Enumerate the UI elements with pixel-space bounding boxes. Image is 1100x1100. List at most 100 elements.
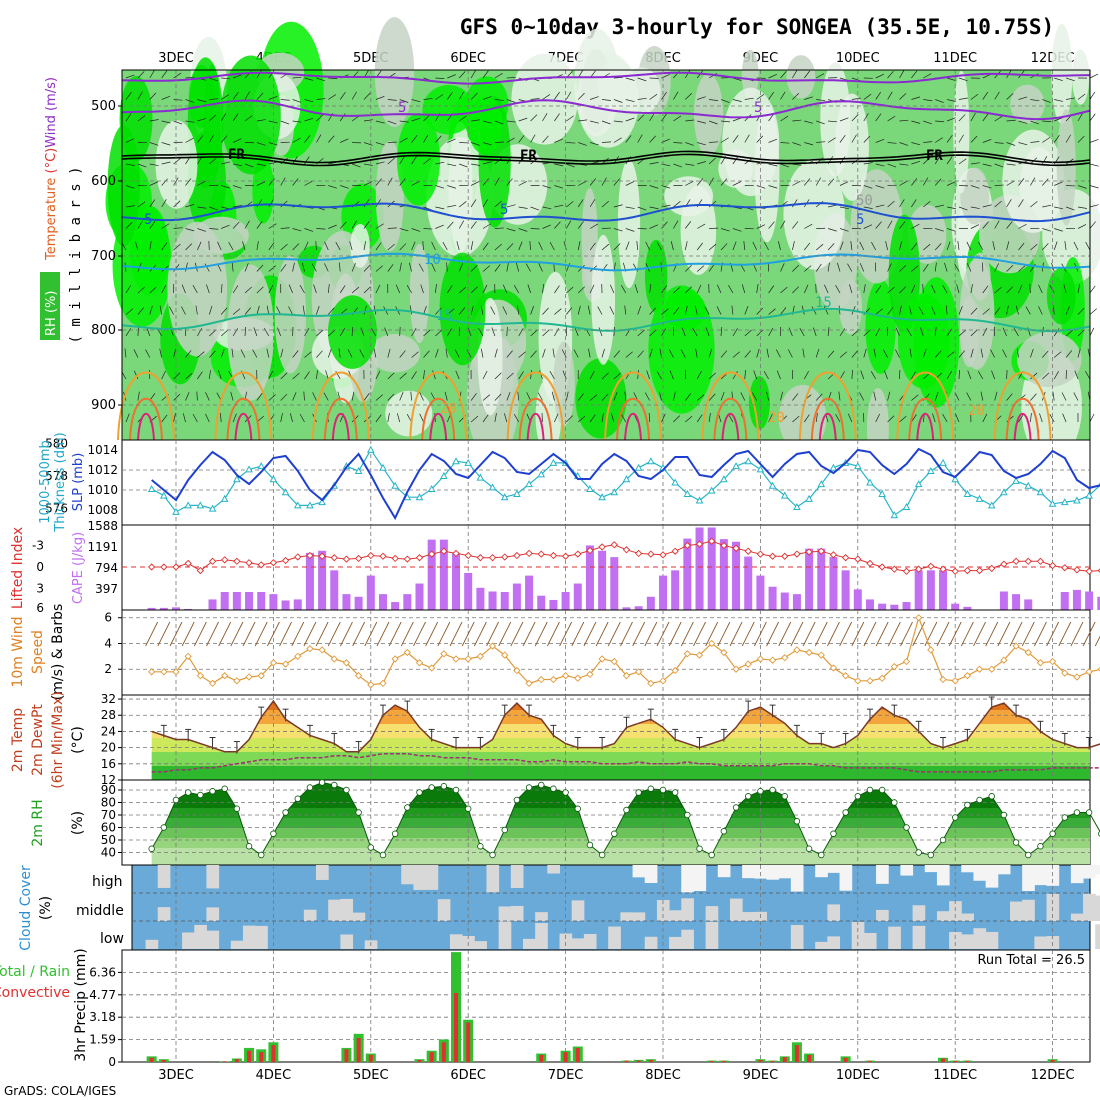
cape-bar xyxy=(792,594,801,610)
upper-barb xyxy=(1018,120,1028,124)
upper-barb xyxy=(561,349,567,358)
upper-barb xyxy=(482,223,491,229)
cloud-cell xyxy=(1009,901,1023,921)
rh2m-marker xyxy=(635,789,642,796)
label-wind5-b: 5 xyxy=(754,100,762,116)
cloud-cell xyxy=(340,934,354,949)
lifted-index-marker xyxy=(902,567,911,575)
upper-barb xyxy=(909,348,912,358)
lifted-index-marker xyxy=(221,556,229,564)
wind-barb xyxy=(620,621,633,647)
upper-barb xyxy=(744,370,746,380)
upper-barb xyxy=(197,327,203,337)
precip-conv-bar xyxy=(222,1061,227,1062)
upper-barb xyxy=(804,223,813,229)
cloud-cell xyxy=(681,898,694,921)
upper-barb xyxy=(288,284,293,294)
upper-barb xyxy=(205,413,210,423)
upper-barb xyxy=(899,286,907,294)
upper-barb xyxy=(482,284,488,294)
lifted-index-marker xyxy=(878,563,886,571)
wind-barb xyxy=(973,621,986,647)
slp-tick-1010: 1010 xyxy=(87,483,118,497)
upper-barb xyxy=(911,394,919,401)
upper-barb xyxy=(1077,329,1085,337)
cape-bar xyxy=(330,570,339,610)
rh2m-marker xyxy=(708,851,715,859)
cape-bar xyxy=(732,541,741,610)
upper-barb xyxy=(934,262,937,272)
wind-marker xyxy=(1061,669,1069,677)
precip-conv-bar xyxy=(234,1059,239,1062)
upper-barb xyxy=(542,94,551,100)
upper-barb xyxy=(637,134,643,143)
upper-barb xyxy=(752,241,758,251)
upper-barb xyxy=(863,348,867,358)
upper-barb xyxy=(359,349,365,358)
upper-barb xyxy=(161,414,168,423)
upper-legend: RH (%) Temperature (°C)Wind (m/s) xyxy=(40,77,60,340)
upper-barb xyxy=(799,328,805,337)
cloud-cell xyxy=(815,941,828,949)
cape-tick-794: 794 xyxy=(95,561,118,575)
upper-barb xyxy=(185,137,194,143)
lifted-index-marker xyxy=(890,565,898,573)
upper-barb xyxy=(601,348,605,358)
wind-barb xyxy=(1034,621,1047,647)
thickness-marker xyxy=(159,491,168,499)
wind-marker xyxy=(330,655,338,663)
rh2m-marker xyxy=(172,796,180,804)
upper-barb xyxy=(220,307,228,315)
rh-blob xyxy=(960,167,990,225)
upper-barb xyxy=(899,70,905,79)
upper-barb xyxy=(244,163,254,168)
thickness-marker xyxy=(695,496,704,504)
upper-barb xyxy=(780,115,789,122)
lifted-index-marker xyxy=(257,561,265,569)
upper-barb xyxy=(209,329,217,337)
upper-barb xyxy=(470,286,478,294)
precip-bars xyxy=(146,952,1058,1062)
upper-barb xyxy=(970,185,980,189)
upper-barb xyxy=(478,328,484,337)
upper-barb xyxy=(299,285,305,294)
upper-barb xyxy=(494,243,502,251)
upper-barb xyxy=(328,329,336,337)
rh2m-marker xyxy=(452,786,460,794)
rh2m-marker xyxy=(343,786,350,794)
upper-barb xyxy=(958,114,966,122)
temp-contour-20 xyxy=(896,371,955,441)
upper-barb xyxy=(302,305,305,315)
upper-barb xyxy=(256,199,263,208)
upper-barb xyxy=(566,115,574,122)
upper-barb xyxy=(967,370,972,380)
upper-barb xyxy=(1030,243,1038,251)
upper-barb xyxy=(506,326,508,337)
upper-barb xyxy=(458,115,467,122)
thickness-marker xyxy=(500,493,509,501)
freezing-line-a xyxy=(121,150,1091,164)
upper-barb xyxy=(316,305,320,315)
wind-barb xyxy=(802,621,816,647)
wind-barb xyxy=(303,621,317,647)
rh2m-marker xyxy=(830,830,837,837)
upper-barb xyxy=(732,181,742,186)
upper-barb xyxy=(697,223,706,229)
upper-barb xyxy=(756,307,764,315)
upper-barb xyxy=(542,307,549,315)
upper-barb xyxy=(232,308,241,315)
lifted-index-marker xyxy=(1036,557,1045,565)
upper-barb xyxy=(292,178,299,186)
upper-barb xyxy=(185,228,195,232)
upper-barb xyxy=(494,157,502,165)
upper-barb xyxy=(304,117,314,122)
upper-barb xyxy=(149,220,156,229)
rh2m-marker xyxy=(842,809,849,816)
upper-barb xyxy=(527,284,531,294)
cloud-row-middle: middle xyxy=(76,903,124,919)
rh-blob xyxy=(409,243,430,344)
upper-barb xyxy=(578,142,587,146)
upper-barb xyxy=(966,263,972,272)
